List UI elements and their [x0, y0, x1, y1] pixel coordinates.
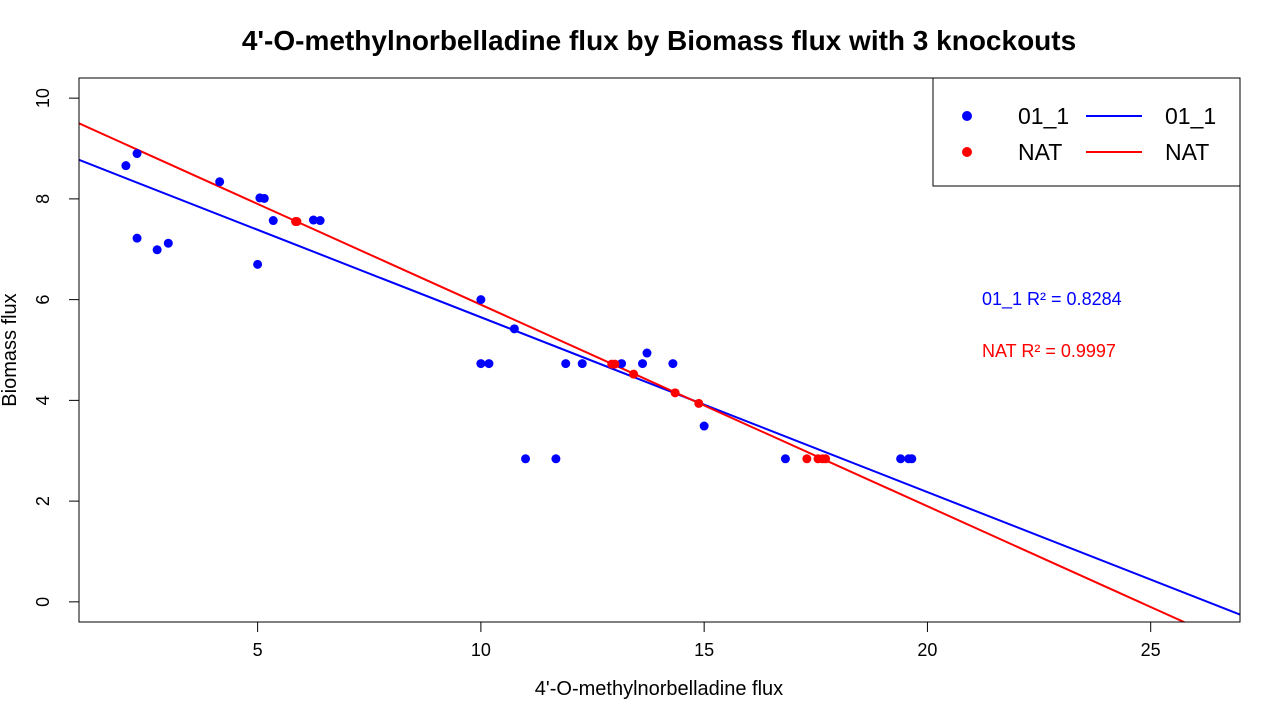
data-point-01_1 [551, 454, 561, 464]
data-point-01_1 [521, 454, 531, 464]
data-point-01_1 [780, 454, 790, 464]
data-point-01_1 [132, 233, 142, 243]
regression-line-nat [79, 122, 1187, 622]
y-axis-label: Biomass flux [0, 293, 21, 406]
x-tick-label: 25 [1141, 640, 1161, 660]
data-point-nat [694, 398, 704, 408]
legend-line-label: NAT [1165, 139, 1209, 165]
data-point-01_1 [561, 359, 571, 369]
data-point-01_1 [259, 193, 269, 203]
data-point-nat [610, 359, 620, 369]
data-point-01_1 [152, 245, 162, 255]
data-point-nat [802, 454, 812, 464]
data-point-01_1 [476, 295, 486, 305]
data-point-01_1 [907, 454, 917, 464]
data-point-01_1 [315, 216, 325, 226]
data-points [121, 149, 917, 464]
data-point-01_1 [509, 324, 519, 334]
chart-title: 4'-O-methylnorbelladine flux by Biomass … [242, 25, 1076, 56]
data-point-01_1 [617, 359, 627, 369]
legend-box [932, 77, 1241, 187]
data-point-01_1 [484, 359, 494, 369]
x-axis: 5 10 15 20 25 [253, 621, 1161, 660]
legend-point-label: NAT [1018, 139, 1062, 165]
data-point-01_1 [268, 216, 278, 226]
r2-annotation-01_1: 01_1 R² = 0.8284 [982, 289, 1122, 310]
data-point-nat [292, 217, 302, 227]
x-tick-label: 20 [917, 640, 937, 660]
y-tick-label: 6 [33, 295, 53, 305]
data-point-01_1 [638, 359, 648, 369]
data-point-01_1 [896, 454, 906, 464]
data-point-01_1 [476, 359, 486, 369]
regression-line-01_1 [79, 158, 1240, 616]
legend-point-marker [962, 111, 972, 121]
fit-lines [79, 122, 1240, 622]
data-point-nat [821, 454, 831, 464]
y-tick-label: 2 [33, 496, 53, 506]
y-tick-label: 10 [33, 88, 53, 108]
x-tick-label: 15 [694, 640, 714, 660]
data-point-01_1 [215, 177, 225, 187]
y-tick-label: 4 [33, 395, 53, 405]
x-tick-label: 10 [471, 640, 491, 660]
data-point-01_1 [699, 421, 709, 431]
x-tick-label: 5 [253, 640, 263, 660]
data-point-01_1 [642, 348, 652, 358]
data-point-nat [670, 388, 680, 398]
legend-point-label: 01_1 [1018, 103, 1069, 129]
r2-annotation-nat: NAT R² = 0.9997 [982, 341, 1116, 361]
y-tick-label: 0 [33, 597, 53, 607]
legend-point-marker [962, 147, 972, 157]
y-axis: 0 2 4 6 8 10 [33, 88, 80, 607]
y-tick-label: 8 [33, 194, 53, 204]
data-point-01_1 [668, 359, 678, 369]
data-point-01_1 [308, 215, 318, 225]
plot-area [79, 122, 1240, 622]
legend: 01_1 01_1 NAT NAT [932, 77, 1241, 187]
data-point-nat [629, 369, 639, 379]
x-axis-label: 4'-O-methylnorbelladine flux [535, 678, 783, 700]
legend-line-label: 01_1 [1165, 103, 1216, 129]
data-point-01_1 [253, 259, 263, 269]
data-point-01_1 [121, 161, 131, 171]
data-point-01_1 [132, 149, 142, 159]
data-point-01_1 [577, 359, 587, 369]
data-point-01_1 [163, 238, 173, 248]
